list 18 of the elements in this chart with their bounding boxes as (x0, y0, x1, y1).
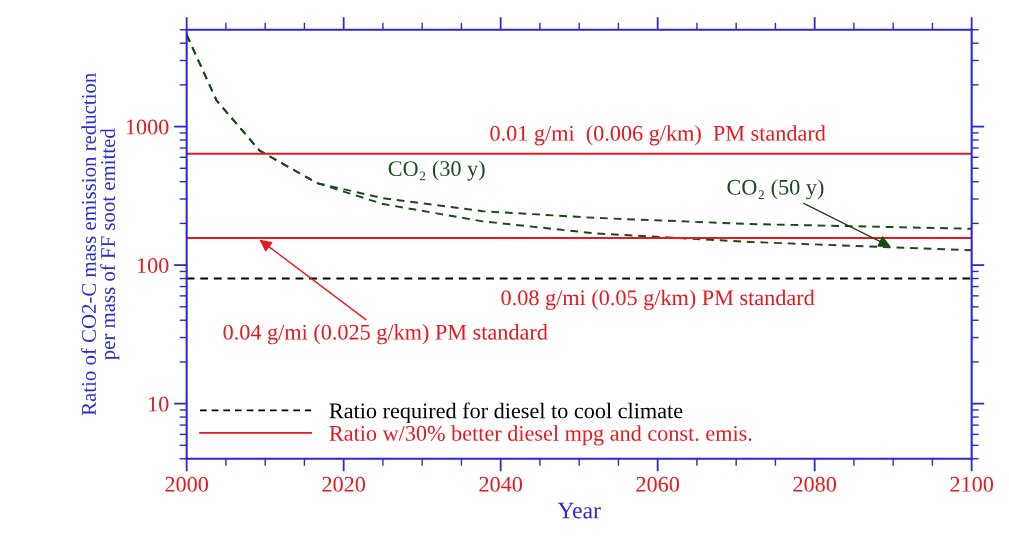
annotation: 0.04 g/mi (0.025 g/km) PM standard (223, 324, 548, 345)
y-tick-label: 10 (149, 396, 169, 412)
x-axis-title: Year (557, 502, 601, 519)
text: Ratio required for diesel to cool climate (329, 402, 683, 423)
y-tick-label: 100 (137, 258, 169, 274)
y-axis-title: Ratio of CO2-C mass emission reduction per mass of FF soot emitted (81, 73, 120, 416)
annotation: CO₂ (50 y) (727, 179, 824, 200)
x-tick-label: 2060 (636, 476, 680, 492)
x-tick-label: 2000 (165, 476, 209, 492)
annotation: CO₂ (30 y) (388, 160, 485, 181)
text: Ratio w/30% better diesel mpg and const. emis. (329, 425, 752, 446)
x-tick-label: 2080 (793, 476, 837, 492)
x-tick-label: 2100 (950, 476, 994, 492)
y-tick-label: 1000 (126, 119, 169, 135)
annotation: 0.01 g/mi (0.006 g/km) PM standard (490, 125, 826, 146)
x-tick-label: 2020 (322, 476, 366, 492)
annotation: 0.08 g/mi (0.05 g/km) PM standard (501, 289, 815, 310)
x-tick-label: 2040 (479, 476, 523, 492)
